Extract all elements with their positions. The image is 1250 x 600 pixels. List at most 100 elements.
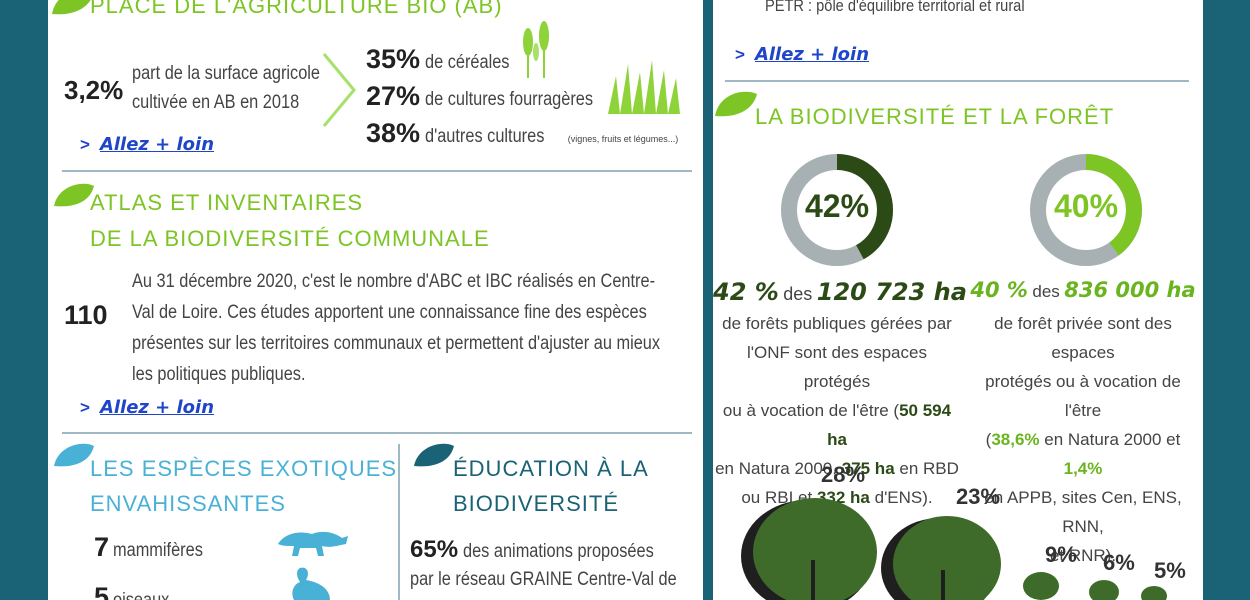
agri-title: Place de l'agriculture bio (AB) (90, 0, 503, 18)
public-forest-des: des (783, 284, 813, 304)
invasive-item: 5 oiseaux (94, 582, 179, 600)
left-panel: Place de l'agriculture bio (AB) 3,2% par… (48, 0, 703, 600)
private-forest-donut-label: 40% (1053, 188, 1119, 224)
grass-icon (608, 60, 680, 114)
atlas-more-link-label[interactable]: Allez + loin (99, 397, 215, 418)
agri-item: 27% de cultures fourragères (366, 81, 620, 112)
chevron-right-icon (322, 53, 356, 127)
public-forest-area: 120 723 ha (816, 278, 967, 306)
agri-share-value: 3,2% (64, 75, 124, 105)
divider (725, 80, 1189, 82)
atlas-line: Au 31 décembre 2020, c'est le nombre d'A… (132, 271, 656, 292)
leaf-icon (54, 183, 94, 207)
leaf-icon (54, 443, 94, 467)
private-forest-line: protégés ou à vocation de l'être (985, 372, 1181, 420)
private-forest-line: ( (985, 430, 992, 449)
forest-title: La biodiversité et la forêt (755, 104, 1115, 129)
agri-item-pct: 35% (366, 44, 421, 74)
education-text-1: des animations proposées (462, 541, 654, 562)
public-forest-line: en Natura 2000, (715, 459, 837, 478)
private-forest-des: des (1032, 282, 1060, 301)
public-forest-value: 375 ha (841, 459, 895, 478)
atlas-line: présentes sur les territoires communaux … (132, 333, 661, 354)
divider (62, 170, 692, 172)
atlas-line: les politiques publiques. (132, 364, 306, 385)
tree-icon (1089, 580, 1119, 600)
invasive-label: mammifères (113, 540, 204, 561)
agri-share-text-2: cultivée en AB en 2018 (132, 92, 300, 113)
public-forest-text: de forêts publiques gérées par l'ONF son… (713, 309, 961, 512)
private-forest-pct: 40 % (970, 278, 1028, 302)
private-forest-donut-arc (1030, 154, 1142, 266)
mammal-icon (278, 531, 348, 556)
invasive-value: 7 (94, 532, 110, 562)
tree-label: 5% (1154, 558, 1186, 583)
leaf-icon (715, 91, 757, 117)
bird-icon (292, 567, 330, 600)
arrow-right-icon: > (80, 398, 90, 417)
atlas-line: Val de Loire. Ces études apportent une c… (132, 302, 647, 323)
public-forest-line: l'ONF sont des espaces protégés (747, 343, 927, 391)
tree-icon (1141, 586, 1167, 600)
tree-label: 28% (821, 462, 866, 487)
public-forest-pct: 42 % (713, 278, 779, 306)
divider (62, 432, 692, 434)
education-pct: 65% (410, 536, 459, 563)
leaf-icon (52, 0, 91, 15)
arrow-right-icon: > (735, 45, 745, 64)
private-forest-value: 1,4% (1063, 459, 1103, 478)
atlas-title-1: Atlas et Inventaires (90, 190, 364, 215)
education-title-2: biodiversité (453, 491, 620, 516)
agri-item-label: de céréales (424, 52, 509, 73)
agri-more-link-label[interactable]: Allez + loin (99, 134, 215, 155)
invasive-label: oiseaux (113, 590, 169, 600)
petr-more-link-label[interactable]: Allez + loin (754, 44, 870, 65)
education-title-1: Éducation à la (453, 456, 649, 481)
column-divider (398, 444, 400, 600)
education-text-2: par le réseau GRAINE Centre-Val de (410, 569, 677, 590)
agri-item-label: d'autres cultures (424, 126, 544, 147)
private-forest-value: 38,6% (991, 430, 1040, 449)
private-forest-headline: 40 % des 836 000 ha (965, 278, 1201, 302)
invasive-item: 7 mammifères (94, 532, 218, 563)
petr-more-link[interactable]: > Allez + loin (735, 44, 869, 65)
private-forest-area: 836 000 ha (1064, 278, 1196, 302)
invasive-title-1: Les espèces exotiques (90, 456, 398, 481)
public-forest-donut-arc (781, 154, 893, 266)
private-forest-line: en APPB, sites Cen, ENS, RNN, (984, 488, 1182, 536)
agri-item-label: de cultures fourragères (424, 89, 593, 110)
private-forest-line: en Natura 2000 et (1044, 430, 1181, 449)
private-forest-donut (1030, 154, 1142, 266)
arrow-right-icon: > (80, 135, 90, 154)
public-forest-value: 50 594 ha (827, 401, 952, 449)
public-forest-line: ou à vocation de l'être ( (722, 401, 900, 420)
tree-icon (741, 498, 877, 600)
atlas-value: 110 (64, 300, 108, 330)
tree-label: 6% (1103, 550, 1135, 575)
tree-label: 23% (956, 484, 1001, 509)
atlas-more-link[interactable]: > Allez + loin (80, 397, 214, 418)
agri-item: 38% d'autres cultures (vignes, fruits et… (366, 118, 678, 149)
private-forest-line: de forêt privée sont des espaces (994, 314, 1172, 362)
leaf-icon (414, 443, 454, 467)
public-forest-line: d'ENS). (874, 488, 933, 507)
petr-note: PETR : pôle d'équilibre territorial et r… (765, 0, 1025, 15)
public-forest-line: en RBD (899, 459, 959, 478)
public-forest-donut (781, 154, 893, 266)
agri-more-link[interactable]: > Allez + loin (80, 134, 214, 155)
public-forest-line: de forêts publiques gérées par (722, 314, 952, 333)
right-panel: PETR : pôle d'équilibre territorial et r… (713, 0, 1203, 600)
tree-icon (1023, 572, 1059, 600)
quote-mark-icon: " (1155, 0, 1172, 22)
private-forest-text: de forêt privée sont des espaces protégé… (965, 309, 1201, 570)
public-forest-headline: 42 % des 120 723 ha (713, 278, 967, 306)
education-line-1: 65% des animations proposées (410, 536, 684, 564)
tree-label: 9% (1045, 542, 1077, 567)
agri-item-note: (vignes, fruits et légumes...) (567, 134, 679, 144)
wheat-icon (523, 21, 549, 78)
agri-item: 35% de céréales (366, 44, 523, 75)
agri-item-pct: 27% (366, 81, 421, 111)
atlas-title-2: de la biodiversité communale (90, 226, 490, 251)
invasive-title-2: envahissantes (90, 491, 286, 516)
agri-share-text-1: part de la surface agricole (132, 63, 321, 84)
